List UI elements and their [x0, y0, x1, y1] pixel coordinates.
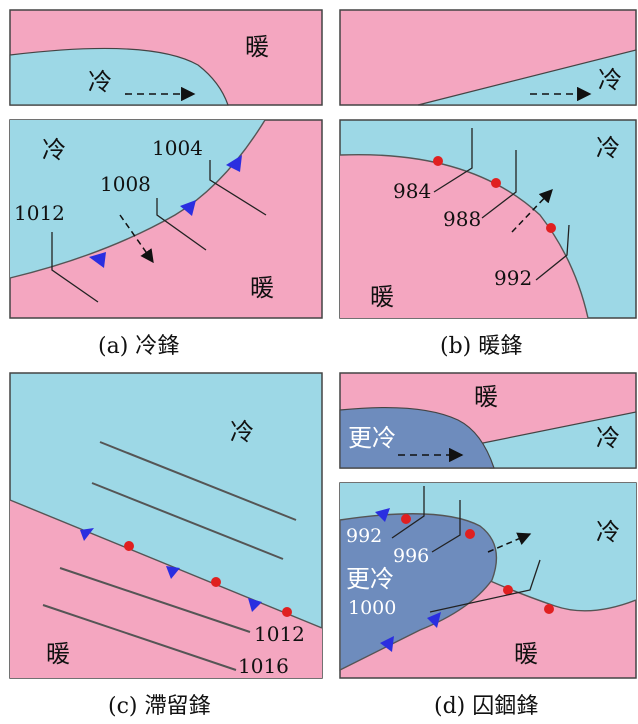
cold-front-marker [226, 155, 242, 172]
panel-a-isobar-label: 1008 [100, 172, 151, 196]
panel-a-main-section: 1012 1008 1004 冷 暖 [9, 119, 323, 319]
cold-front-marker [380, 636, 394, 652]
panel-a-isobar-1012 [51, 232, 99, 303]
cold-front-marker [89, 252, 106, 268]
panel-b-isobar-label: 984 [393, 179, 431, 203]
panel-d-caption: (d) 囚錮鋒 [434, 694, 538, 719]
panel-b-warm-label: 暖 [370, 283, 394, 311]
warm-front-marker [401, 514, 411, 524]
panel-a-isobar-1008 [156, 198, 207, 251]
panel-c-isobar-label: 1012 [254, 622, 305, 646]
panel-b-isobar-988 [481, 150, 517, 219]
warm-front-marker [433, 156, 443, 166]
panel-b-front-line [339, 153, 589, 319]
panel-a-top-cold-label: 冷 [88, 68, 112, 96]
panel-c-isobar-line [91, 482, 284, 560]
panel-b-cold-label: 冷 [596, 134, 620, 162]
panel-d-top-warm-label: 暖 [474, 383, 498, 411]
panel-d-main-section: 992 996 1000 更冷 冷 暖 [339, 482, 637, 679]
panel-d-movement-arrow [487, 532, 532, 553]
panel-a-cold-region [10, 120, 265, 278]
panel-a-caption: (a) 冷鋒 [98, 334, 179, 359]
cold-front-marker [427, 612, 441, 628]
panel-d-cold-label: 冷 [596, 518, 620, 546]
panel-c-isobar-1016 [42, 604, 237, 671]
panel-c-caption: (c) 滯留鋒 [108, 694, 210, 719]
panel-a-top-warm-label: 暖 [245, 33, 269, 61]
panel-b-isobar-label: 988 [443, 207, 481, 231]
warm-front-marker [544, 604, 554, 614]
panel-d-top-colder-label: 更冷 [348, 424, 396, 452]
panel-b-isobar-label: 992 [494, 266, 532, 290]
warm-front-marker [124, 541, 134, 551]
panel-a-top-cold-wedge [9, 47, 229, 106]
panel-d-warm-label: 暖 [514, 640, 538, 668]
panel-b-isobar-984 [433, 128, 473, 193]
panel-c-cold-label: 冷 [230, 418, 254, 446]
cold-front-marker [180, 200, 196, 216]
cold-front-marker [166, 566, 180, 579]
panel-d-isobar-label: 992 [346, 525, 382, 547]
panel-d-isobar-label: 1000 [348, 597, 396, 619]
warm-front-marker [465, 529, 475, 539]
panel-d-isobar-992 [391, 486, 425, 539]
panel-d-top-section: 暖 更冷 冷 [339, 372, 637, 469]
warm-front-marker [491, 178, 501, 188]
panel-d-isobar-1000 [429, 559, 541, 613]
panel-b-caption: (b) 暖鋒 [440, 334, 522, 359]
panel-c-front-line [9, 499, 323, 629]
panel-d-colder-label: 更冷 [346, 565, 394, 593]
warm-front-marker [546, 223, 556, 233]
warm-front-marker [503, 585, 513, 595]
panel-d-top-cold-label: 冷 [596, 424, 620, 452]
panel-a-warm-label: 暖 [250, 274, 274, 302]
panel-a-isobar-1004 [209, 160, 267, 216]
panel-c-isobar-line [99, 441, 297, 521]
panel-a-cold-label: 冷 [42, 136, 66, 164]
panel-c-stationary-front: 1012 1016 冷 暖 (c) 滯留鋒 [9, 372, 323, 719]
panel-b-top-section: 冷 [339, 9, 637, 106]
panel-b-top-cold-label: 冷 [598, 66, 622, 94]
warm-front-marker [211, 577, 221, 587]
panel-c-isobar-label: 1016 [238, 654, 289, 678]
panel-d-isobar-label: 996 [393, 545, 429, 567]
cold-front-marker [375, 508, 390, 522]
cold-front-marker [248, 598, 262, 612]
cold-front-marker [80, 528, 94, 541]
panel-b-isobar-992 [535, 224, 570, 281]
panel-b-main-section: 984 988 992 冷 暖 [339, 119, 637, 319]
panel-c-warm-label: 暖 [46, 640, 70, 668]
panel-b-warm-front: 冷 984 988 992 冷 暖 (b) 暖鋒 [339, 9, 637, 359]
panel-a-cold-front: 暖 冷 1012 1008 1004 冷 暖 (a) 冷鋒 [9, 9, 323, 359]
panel-d-occluded-front: 暖 更冷 冷 992 996 1000 更冷 [339, 372, 637, 719]
panel-d-isobar-996 [431, 500, 461, 553]
panel-c-warm-region [10, 500, 322, 678]
panel-a-top-section: 暖 冷 [9, 9, 323, 106]
panel-a-isobar-label: 1012 [14, 201, 65, 225]
panel-b-warm-region [340, 154, 588, 318]
panel-a-isobar-label: 1004 [152, 136, 203, 160]
panel-c-isobar-1012 [59, 567, 251, 633]
warm-front-marker [282, 607, 292, 617]
